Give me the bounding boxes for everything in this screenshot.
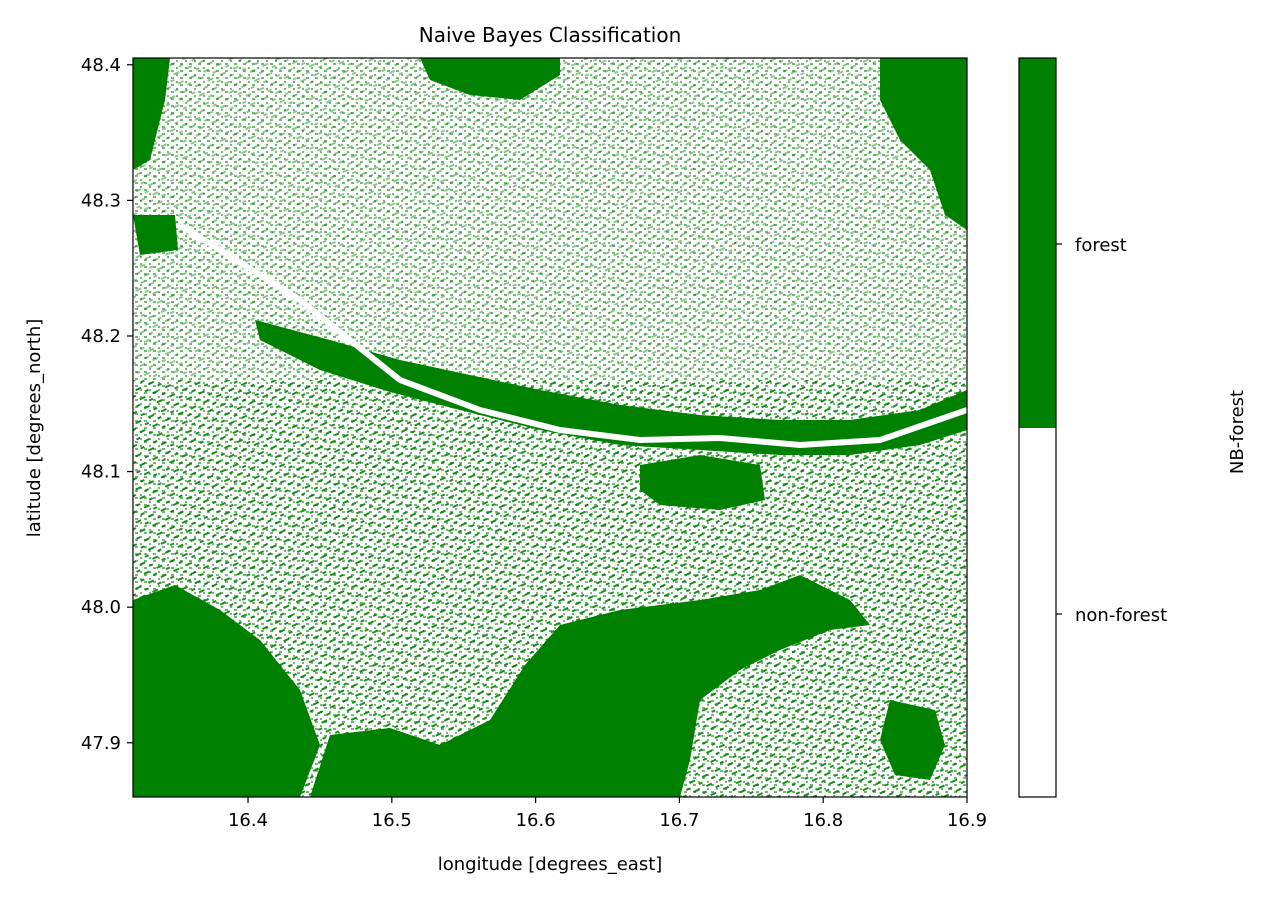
forest-region-southwest (133, 585, 320, 797)
forest-patch-west (133, 215, 178, 255)
colorbar-nonforest-swatch (1019, 428, 1056, 797)
y-axis-ticks: 47.9 48.0 48.1 48.2 48.3 48.4 (81, 55, 133, 754)
y-tick-label: 48.4 (81, 55, 121, 76)
x-tick-label: 16.9 (947, 810, 987, 831)
x-tick-label: 16.7 (659, 810, 699, 831)
x-axis-label: longitude [degrees_east] (438, 854, 663, 875)
y-tick-label: 48.0 (81, 597, 121, 618)
chart-title: Naive Bayes Classification (419, 23, 682, 47)
forest-patch-east (880, 700, 945, 780)
colorbar: forest non-forest NB-forest (1018, 57, 1248, 798)
forest-region-north (420, 58, 560, 100)
x-tick-label: 16.4 (228, 810, 268, 831)
x-tick-label: 16.6 (516, 810, 556, 831)
forest-region-northwest (133, 58, 170, 170)
y-axis-label: latitude [degrees_north] (24, 319, 45, 538)
forest-patch-central (640, 455, 765, 510)
forest-region-south-central (310, 575, 870, 797)
plot-frame (132, 57, 968, 798)
x-tick-label: 16.5 (372, 810, 412, 831)
forest-region-northeast (880, 58, 967, 230)
x-tick-label: 16.8 (803, 810, 843, 831)
x-axis-ticks: 16.4 16.5 16.6 16.7 16.8 16.9 (228, 797, 987, 831)
y-tick-label: 47.9 (81, 733, 121, 754)
colorbar-label-forest: forest (1075, 235, 1127, 256)
y-tick-label: 48.2 (81, 326, 121, 347)
river-channel (178, 222, 967, 449)
map-plot-area (133, 58, 967, 797)
colorbar-forest-swatch (1019, 58, 1056, 428)
y-tick-label: 48.1 (81, 462, 121, 483)
colorbar-label-nonforest: non-forest (1075, 605, 1167, 626)
riverine-forest-belt (255, 320, 967, 455)
y-tick-label: 48.3 (81, 190, 121, 211)
colorbar-frame (1018, 57, 1057, 798)
colorbar-title: NB-forest (1227, 390, 1248, 474)
